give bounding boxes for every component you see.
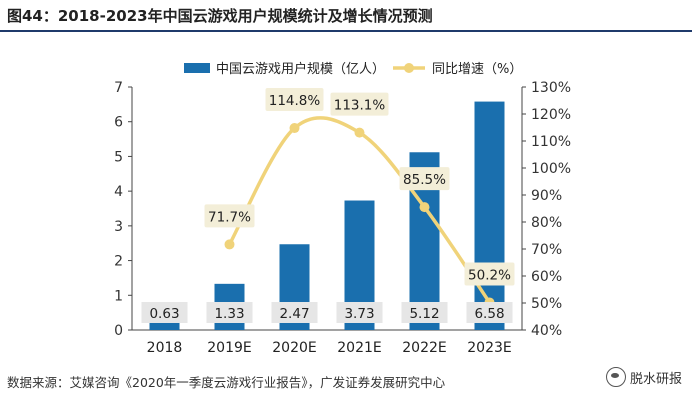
- source-note: 数据来源：艾媒咨询《2020年一季度云游戏行业报告》，广发证券发展研究中心: [7, 375, 446, 390]
- legend-line-label: 同比增速（%）: [432, 62, 522, 77]
- chart-title: 图44：2018-2023年中国云游戏用户规模统计及增长情况预测: [7, 7, 433, 25]
- bar-value-box: [401, 302, 448, 323]
- y-left-tick-label: 7: [114, 80, 123, 96]
- bar-value-box: [206, 302, 253, 323]
- bar-value-box: [271, 302, 318, 323]
- y-left-tick-label: 0: [114, 323, 123, 339]
- x-tick-label: 2019E: [207, 340, 251, 356]
- bar-value-box: [466, 302, 513, 323]
- bar-value-label: 5.12: [409, 306, 439, 322]
- growth-value-box: [464, 262, 515, 286]
- watermark-text: 脱水研报: [629, 371, 682, 387]
- wechat-icon: [605, 367, 626, 387]
- y-right-tick-label: 110%: [531, 134, 571, 150]
- growth-point: [354, 127, 365, 138]
- legend-bar-swatch: [184, 63, 210, 73]
- y-right-tick-label: 100%: [531, 161, 571, 177]
- title-divider: [0, 30, 692, 32]
- growth-value-label: 114.8%: [269, 93, 321, 109]
- y-right-tick-label: 120%: [531, 107, 571, 123]
- growth-point: [419, 202, 430, 213]
- y-right-tick-label: 70%: [531, 242, 562, 258]
- y-right-tick-label: 130%: [531, 80, 571, 96]
- bar-value-label: 6.58: [474, 306, 504, 322]
- y-left-tick-label: 1: [114, 288, 123, 304]
- bar-value-box: [141, 302, 188, 323]
- y-left-tick-label: 3: [114, 219, 123, 235]
- growth-point: [224, 239, 235, 250]
- bar: [474, 101, 505, 330]
- y-right-tick-label: 90%: [531, 188, 562, 204]
- y-right-tick-label: 50%: [531, 296, 562, 312]
- growth-value-label: 71.7%: [208, 209, 251, 225]
- x-tick-label: 2020E: [272, 340, 316, 356]
- y-right-tick-label: 40%: [531, 323, 562, 339]
- bar-value-label: 2.47: [279, 306, 309, 322]
- x-tick-label: 2018: [147, 340, 183, 356]
- growth-value-label: 50.2%: [468, 267, 511, 283]
- y-left-tick-label: 5: [114, 149, 123, 165]
- growth-value-box: [399, 167, 450, 191]
- x-tick-label: 2022E: [402, 340, 446, 356]
- watermark: 脱水研报: [605, 367, 682, 387]
- growth-value-box: [204, 204, 255, 228]
- y-left-tick-label: 4: [114, 184, 123, 200]
- bar-value-box: [336, 302, 383, 323]
- bar-value-label: 3.73: [344, 306, 374, 322]
- y-right-tick-label: 80%: [531, 215, 562, 231]
- legend-line-marker: [404, 63, 414, 73]
- growth-value-label: 85.5%: [403, 172, 446, 188]
- legend-bar-label: 中国云游戏用户规模（亿人）: [216, 61, 385, 77]
- x-tick-label: 2023E: [467, 340, 511, 356]
- y-left-tick-label: 2: [114, 254, 123, 270]
- y-left-tick-label: 6: [114, 115, 123, 131]
- growth-value-box: [265, 88, 324, 112]
- growth-value-label: 113.1%: [334, 98, 386, 114]
- bar-value-label: 0.63: [149, 306, 179, 322]
- y-right-tick-label: 60%: [531, 269, 562, 285]
- growth-point: [289, 123, 300, 134]
- growth-value-box: [330, 92, 389, 116]
- bar-value-label: 1.33: [214, 306, 244, 322]
- x-tick-label: 2021E: [337, 340, 381, 356]
